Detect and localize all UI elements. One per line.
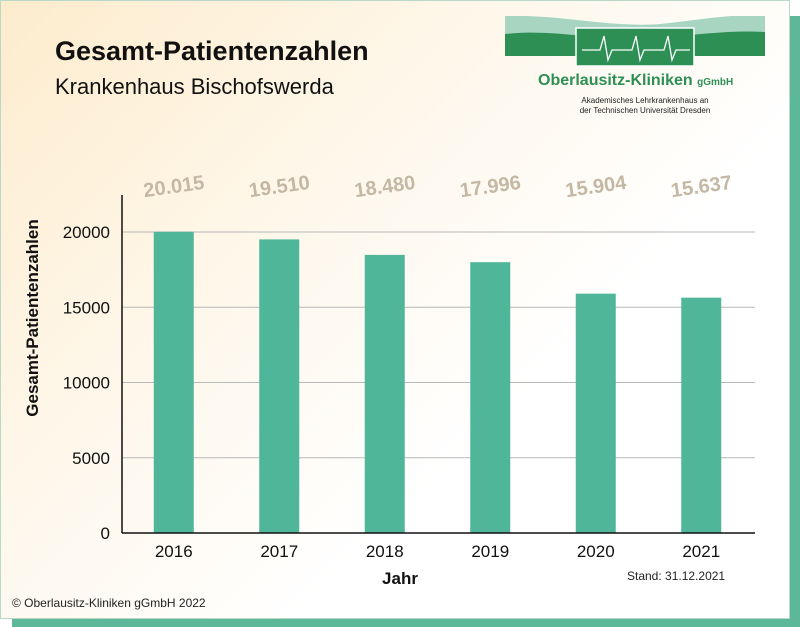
value-label: 15.904	[564, 172, 629, 202]
logo-tagline-2: der Technischen Universität Dresden	[579, 106, 711, 115]
chart-title: Gesamt-Patientenzahlen	[55, 36, 369, 66]
y-tick-label: 20000	[63, 223, 110, 242]
bar-2020	[575, 293, 616, 533]
x-tick-label: 2020	[577, 542, 615, 561]
bar-layer	[153, 231, 722, 534]
bar-2021	[681, 297, 722, 533]
y-tick-label: 0	[101, 524, 110, 543]
x-tick-label: 2016	[155, 542, 193, 561]
x-tick-label: 2019	[471, 542, 509, 561]
stand-date: Stand: 31.12.2021	[627, 569, 726, 583]
chart-subtitle: Krankenhaus Bischofswerda	[55, 74, 334, 99]
value-label: 17.996	[459, 172, 523, 202]
value-label: 18.480	[353, 172, 417, 202]
grid-layer	[122, 231, 755, 459]
value-label: 20.015	[142, 172, 206, 202]
value-label: 15.637	[670, 172, 734, 202]
logo-tagline-1: Akademisches Lehrkrankenhaus an	[581, 96, 709, 105]
hospital-logo	[505, 16, 765, 67]
y-tick-label: 5000	[72, 449, 110, 468]
x-tick-label: 2017	[260, 542, 298, 561]
y-tick-label: 15000	[63, 298, 110, 317]
bar-2018	[364, 254, 405, 533]
bar-2016	[153, 231, 194, 534]
bar-2017	[259, 239, 300, 533]
y-axis-title: Gesamt-Patientenzahlen	[23, 219, 42, 416]
x-tick-label: 2021	[682, 542, 720, 561]
copyright-notice: © Oberlausitz-Kliniken gGmbH 2022	[12, 596, 206, 610]
y-tick-label: 10000	[63, 374, 110, 393]
value-label: 19.510	[248, 172, 312, 202]
axis-layer	[121, 195, 755, 534]
logo-name: Oberlausitz-Kliniken gGmbH	[538, 72, 734, 89]
x-axis-title: Jahr	[382, 569, 418, 588]
heartbeat-icon	[582, 35, 690, 63]
logo-monitor	[575, 27, 695, 67]
bar-2019	[470, 262, 511, 533]
x-tick-label: 2018	[366, 542, 404, 561]
